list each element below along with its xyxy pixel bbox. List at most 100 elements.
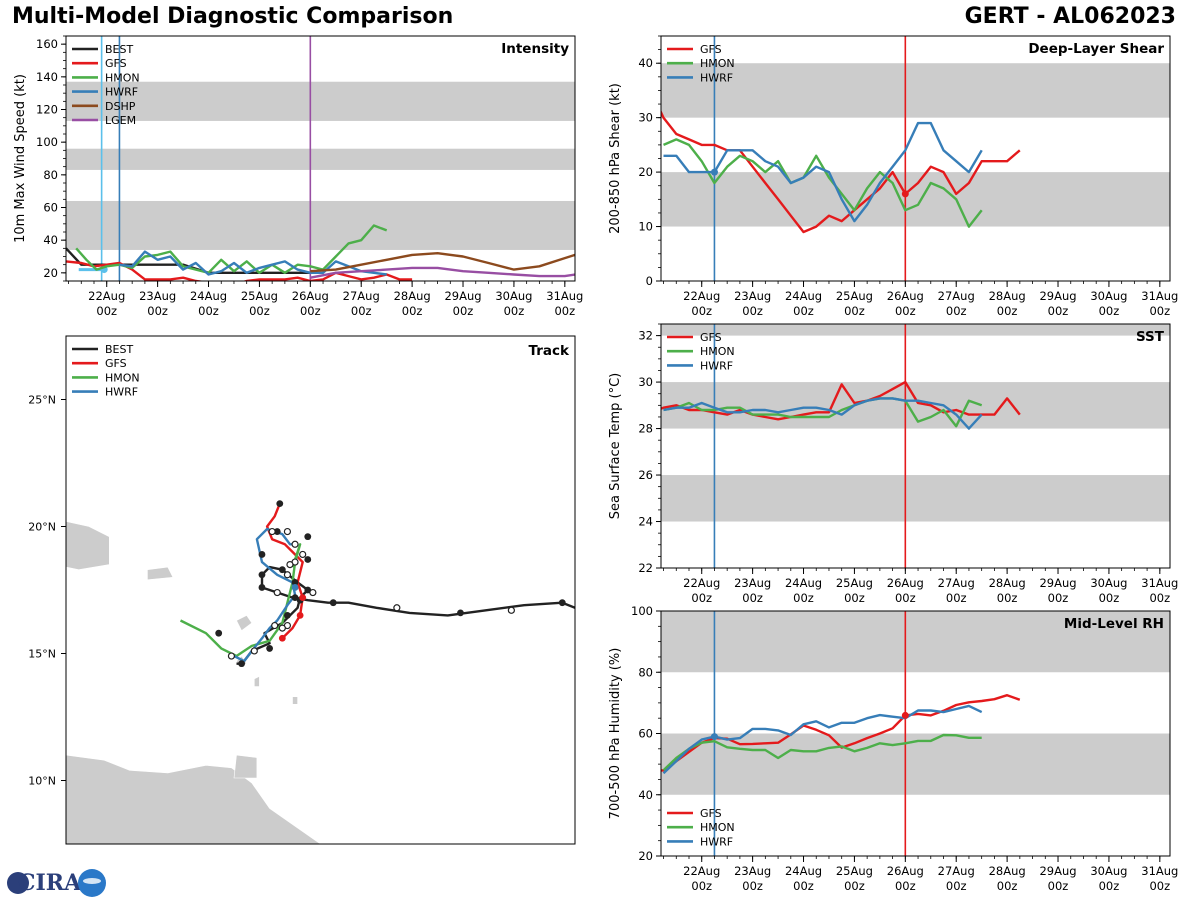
- sst-panel: 22242628303222Aug00z23Aug00z24Aug00z25Au…: [608, 323, 1178, 605]
- x-tick-date-label: 27Aug: [938, 864, 975, 878]
- y-tick-label: 60: [638, 727, 653, 741]
- x-tick-hour-label: 00z: [946, 591, 967, 605]
- x-tick-date-label: 23Aug: [139, 289, 176, 303]
- y-tick-label: 30: [638, 375, 653, 389]
- y-tick-label: 30: [638, 111, 653, 125]
- plot-area: [661, 36, 1170, 281]
- x-tick-date-label: 25Aug: [836, 289, 873, 303]
- track-marker-filled-best: [291, 594, 299, 602]
- track-marker-open: [227, 652, 236, 660]
- track-marker-filled-best: [258, 551, 266, 558]
- x-tick-date-label: 26Aug: [292, 289, 329, 303]
- panel-title: Deep-Layer Shear: [1028, 41, 1164, 57]
- track-marker-filled-best: [457, 609, 464, 617]
- x-tick-date-label: 25Aug: [241, 289, 278, 303]
- track-marker-filled-best: [215, 629, 223, 637]
- legend-label: HMON: [105, 371, 140, 384]
- x-tick-hour-label: 00z: [1149, 879, 1170, 893]
- track-marker-open: [291, 540, 299, 548]
- x-tick-hour-label: 00z: [351, 304, 372, 318]
- y-axis-label: 200-850 hPa Shear (kt): [608, 83, 623, 234]
- legend-label: HMON: [700, 821, 735, 834]
- legend-label: HWRF: [700, 71, 733, 84]
- threshold-band: [661, 63, 1170, 118]
- y-tick-label: 20: [638, 849, 653, 863]
- track-marker-open: [273, 588, 281, 597]
- lat-tick-label: 20°N: [28, 521, 56, 534]
- track-marker-filled-gfs: [278, 634, 286, 642]
- series-line-hwrf: [119, 250, 387, 276]
- x-tick-date-label: 31Aug: [1141, 289, 1178, 303]
- guadeloupe-land: [236, 615, 253, 632]
- x-tick-hour-label: 00z: [793, 591, 814, 605]
- x-tick-hour-label: 00z: [691, 591, 712, 605]
- x-tick-hour-label: 00z: [844, 304, 865, 318]
- x-tick-hour-label: 00z: [742, 304, 763, 318]
- x-tick-date-label: 31Aug: [1141, 864, 1178, 878]
- x-tick-hour-label: 00z: [895, 304, 916, 318]
- track-marker-open: [393, 604, 401, 612]
- y-tick-label: 22: [638, 561, 653, 575]
- y-tick-label: 40: [638, 788, 653, 802]
- x-tick-date-label: 22Aug: [88, 289, 125, 303]
- x-tick-date-label: 29Aug: [1039, 864, 1076, 878]
- track-marker-open: [299, 550, 307, 559]
- x-tick-date-label: 26Aug: [887, 289, 924, 303]
- logo-cloud-icon: [83, 878, 101, 884]
- x-tick-date-label: 31Aug: [546, 289, 583, 303]
- track-marker-filled-best: [304, 533, 312, 541]
- x-tick-hour-label: 00z: [1048, 304, 1069, 318]
- x-tick-hour-label: 00z: [895, 879, 916, 893]
- track-marker-filled-gfs: [299, 594, 307, 602]
- threshold-band: [66, 200, 575, 250]
- x-tick-hour-label: 00z: [844, 591, 865, 605]
- track-marker-open: [278, 624, 286, 632]
- threshold-band: [661, 324, 1170, 336]
- x-tick-hour-label: 00z: [300, 304, 321, 318]
- x-tick-hour-label: 00z: [147, 304, 168, 318]
- track-marker-filled-best: [284, 612, 291, 619]
- track-marker-filled-best: [291, 578, 299, 586]
- y-tick-label: 20: [638, 165, 653, 179]
- hispaniola-land: [66, 521, 110, 571]
- x-tick-hour-label: 00z: [997, 304, 1018, 318]
- x-tick-date-label: 27Aug: [938, 576, 975, 590]
- shear-panel: 01020304022Aug00z23Aug00z24Aug00z25Aug00…: [608, 35, 1178, 318]
- y-tick-label: 80: [638, 665, 653, 679]
- series-line-dshp: [310, 251, 575, 273]
- x-tick-hour-label: 00z: [793, 304, 814, 318]
- x-tick-date-label: 27Aug: [343, 289, 380, 303]
- x-tick-hour-label: 00z: [844, 879, 865, 893]
- legend-label: BEST: [105, 343, 133, 356]
- y-axis-label: Sea Surface Temp (°C): [608, 373, 623, 520]
- figure-title: Multi-Model Diagnostic Comparison: [12, 4, 454, 29]
- x-tick-date-label: 25Aug: [836, 864, 873, 878]
- x-tick-date-label: 26Aug: [887, 576, 924, 590]
- y-tick-label: 60: [43, 201, 58, 215]
- x-tick-hour-label: 00z: [997, 591, 1018, 605]
- x-tick-hour-label: 00z: [793, 879, 814, 893]
- track-marker-open: [286, 560, 294, 569]
- x-tick-hour-label: 00z: [249, 304, 270, 318]
- x-tick-date-label: 27Aug: [938, 289, 975, 303]
- track-marker-open: [271, 621, 279, 630]
- y-tick-label: 80: [43, 168, 58, 182]
- panel-title: Track: [529, 343, 570, 359]
- x-tick-date-label: 29Aug: [1039, 576, 1076, 590]
- x-tick-hour-label: 00z: [1099, 591, 1120, 605]
- series-line-hwrf: [663, 397, 983, 430]
- x-tick-date-label: 29Aug: [444, 289, 481, 303]
- map-frame: [65, 335, 576, 845]
- track-marker-filled-best: [238, 660, 246, 668]
- track-marker-open: [507, 606, 515, 614]
- x-tick-hour-label: 00z: [1149, 304, 1170, 318]
- x-tick-hour-label: 00z: [742, 879, 763, 893]
- y-tick-label: 100: [36, 135, 58, 149]
- lat-tick-label: 15°N: [28, 648, 56, 661]
- x-tick-hour-label: 00z: [946, 879, 967, 893]
